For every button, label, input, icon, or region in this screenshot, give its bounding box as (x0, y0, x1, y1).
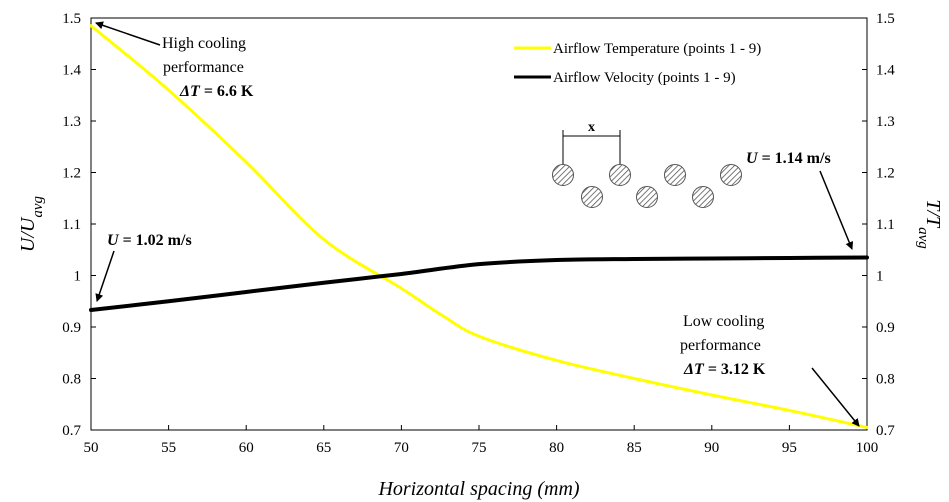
right-y-tick-label: 0.9 (876, 320, 895, 336)
left-y-tick-label: 0.8 (62, 372, 81, 388)
annotation-high-cooling: High cooling performance ΔT = 6.6 K (95, 21, 254, 100)
annotation-velocity-right: U = 1.14 m/s (746, 150, 854, 250)
left-y-tick-label: 1.2 (62, 166, 81, 182)
x-tick-label: 65 (316, 440, 331, 456)
x-tick-label: 60 (239, 440, 254, 456)
x-axis-ticks: 50 55 60 65 70 75 80 85 90 95 100 (84, 425, 879, 456)
high-delta-t-symbol: ΔT (179, 83, 201, 100)
right-y-axis-title: T/Tavg (915, 199, 944, 249)
spacing-label: x (588, 120, 595, 135)
high-cooling-line1: High cooling (162, 35, 246, 52)
legend-label-velocity: Airflow Velocity (points 1 - 9) (553, 70, 736, 86)
high-delta-t-value: = 6.6 K (200, 83, 254, 100)
left-y-axis-title-main: U/U (17, 216, 39, 252)
velocity-left-arrow (95, 250, 115, 302)
cylinder-6 (692, 186, 714, 208)
high-cooling-line2: performance (163, 59, 244, 76)
right-y-axis-title-sub: avg (915, 227, 931, 249)
cylinder-1 (552, 164, 574, 186)
x-tick-label: 90 (704, 440, 719, 456)
cylinder-7 (720, 164, 742, 186)
velocity-right-arrow (819, 170, 854, 250)
high-cooling-delta-t: ΔT = 6.6 K (179, 83, 254, 100)
x-tick-label: 100 (856, 440, 879, 456)
x-tick-label: 95 (782, 440, 797, 456)
right-y-tick-label: 0.8 (876, 372, 895, 388)
left-y-tick-label: 1.4 (62, 63, 81, 79)
right-y-tick-label: 1.5 (876, 11, 895, 27)
low-cooling-arrow (811, 367, 860, 427)
velocity-left-symbol: U (107, 232, 120, 249)
x-axis-title: Horizontal spacing (mm) (377, 478, 579, 500)
low-cooling-delta-t: ΔT = 3.12 K (683, 361, 766, 378)
x-tick-label: 75 (472, 440, 487, 456)
cylinder-2 (581, 186, 603, 208)
right-y-tick-label: 1.2 (876, 166, 895, 182)
right-y-axis-title-main: T/T (922, 199, 944, 229)
left-y-tick-label: 0.9 (62, 320, 81, 336)
legend: Airflow Temperature (points 1 - 9) Airfl… (514, 41, 761, 86)
left-y-tick-label: 1.1 (62, 217, 81, 233)
right-y-tick-label: 1.3 (876, 114, 895, 130)
velocity-right-symbol: U (746, 150, 759, 167)
left-y-axis-title: U/Uavg (17, 195, 46, 252)
low-delta-t-symbol: ΔT (683, 361, 705, 378)
velocity-right-value: = 1.14 m/s (758, 150, 831, 167)
legend-label-temperature: Airflow Temperature (points 1 - 9) (553, 41, 761, 57)
x-tick-label: 55 (161, 440, 176, 456)
right-y-axis-ticks: 0.7 0.8 0.9 1 1.1 1.2 1.3 1.4 1.5 (862, 11, 895, 439)
right-y-tick-label: 1.4 (876, 63, 895, 79)
temperature-series-line (89, 24, 869, 429)
left-y-tick-label: 1.3 (62, 114, 81, 130)
cylinder-5 (664, 164, 686, 186)
series-layer (89, 24, 869, 429)
velocity-left-value: = 1.02 m/s (119, 232, 192, 249)
right-y-tick-label: 1 (876, 269, 884, 285)
left-y-tick-label: 1 (74, 269, 82, 285)
x-tick-label: 85 (627, 440, 642, 456)
x-tick-label: 80 (549, 440, 564, 456)
low-delta-t-value: = 3.12 K (704, 361, 766, 378)
velocity-left-label: U = 1.02 m/s (107, 232, 192, 249)
left-y-axis-ticks: 0.7 0.8 0.9 1 1.1 1.2 1.3 1.4 1.5 (62, 11, 96, 439)
x-tick-label: 70 (394, 440, 409, 456)
left-y-axis-title-sub: avg (30, 195, 46, 217)
annotation-low-cooling: Low cooling performance ΔT = 3.12 K (680, 313, 860, 427)
cylinder-3 (609, 164, 631, 186)
low-cooling-line1: Low cooling (683, 313, 764, 330)
low-cooling-line2: performance (680, 337, 761, 354)
velocity-series-line (89, 255, 869, 313)
annotation-velocity-left: U = 1.02 m/s (95, 232, 192, 302)
left-y-tick-label: 1.5 (62, 11, 81, 27)
cylinder-arrangement-diagram: x (552, 120, 742, 208)
x-tick-label: 50 (84, 440, 99, 456)
velocity-right-label: U = 1.14 m/s (746, 150, 831, 167)
left-y-tick-label: 0.7 (62, 423, 81, 439)
cylinder-4 (636, 186, 658, 208)
right-y-tick-label: 0.7 (876, 423, 895, 439)
right-y-tick-label: 1.1 (876, 217, 895, 233)
high-cooling-arrow (95, 21, 161, 46)
